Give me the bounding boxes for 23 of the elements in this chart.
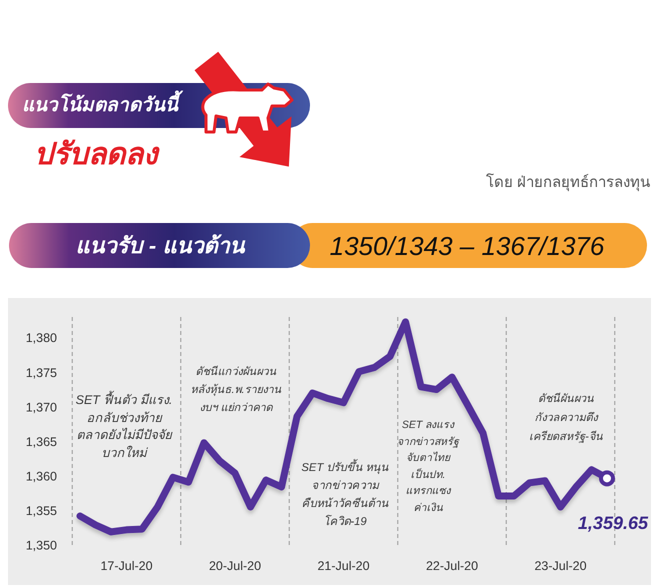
- y-tick-label: 1,360: [26, 469, 57, 484]
- data-label: 1,359.65: [576, 512, 650, 536]
- y-tick-label: 1,370: [26, 400, 57, 414]
- y-tick-label: 1,355: [26, 504, 57, 518]
- x-tick-label: 23-Jul-20: [534, 559, 587, 573]
- x-tick-label: 21-Jul-20: [317, 559, 370, 573]
- y-tick-label: 1,350: [26, 538, 57, 552]
- y-tick-label: 1,375: [26, 366, 57, 380]
- annotation: แนวรับ - แนวต้าน: [74, 232, 246, 260]
- annotation: ดัชนีผันผวน กังวลความตึง เครียดสหรัฐ-จีน: [528, 392, 604, 445]
- annotation: โดย ฝ่ายกลยุทธ์การลงทุน: [484, 172, 651, 194]
- annotation: ดัชนีแกว่งผันผวน หลังหุ้นธ.พ.รายงาน งบฯ แย่กว่าคาด: [189, 364, 283, 416]
- y-tick-label: 1,365: [26, 434, 57, 449]
- subtitle: ปรับลดลง: [33, 137, 160, 173]
- y-tick-label: 1,380: [26, 331, 57, 346]
- x-tick-label: 17-Jul-20: [100, 559, 153, 573]
- annotation: SET ปรับขึ้น หนุน จากข่าวความ คืบหน้าวัคซีนต้าน โควิด-19: [298, 459, 392, 531]
- title: แนวโน้มตลาดวันนี้: [19, 90, 181, 120]
- x-tick-label: 20-Jul-20: [208, 559, 262, 573]
- annotation: 1350/1343 – 1367/1376: [328, 230, 606, 262]
- annotation: SET ลงแรง จากข่าวสหรัฐ จับตาไทย เป็นปท. แทรกแซง ค่าเงิน: [396, 418, 460, 516]
- x-tick-label: 22-Jul-20: [426, 559, 478, 573]
- annotation: SET ฟื้นตัว มีแรง. อกลับช่วงท้าย ตลาดยังไม่มีปัจจัย บวกใหม่: [72, 392, 176, 463]
